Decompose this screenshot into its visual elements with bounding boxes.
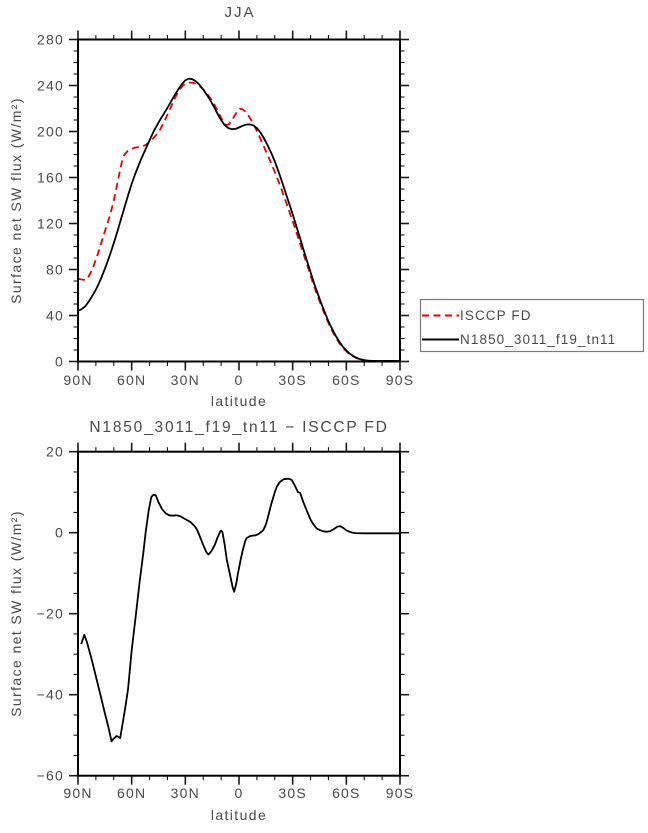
series-line-isccp-fd xyxy=(77,81,400,363)
y-tick-label: 0 xyxy=(55,354,64,370)
top-chart-y-axis-label: Surface net SW flux (W/m²) xyxy=(8,97,24,304)
bottom-chart-y-axis-label: Surface net SW flux (W/m²) xyxy=(8,510,24,717)
legend-label-isccp-fd: ISCCP FD xyxy=(460,308,532,323)
y-tick-label: 80 xyxy=(46,262,64,278)
y-tick-label: 160 xyxy=(37,170,64,186)
bottom-chart: N1850_3011_f19_tn11 − ISCCP FD 90N 60N 30N… xyxy=(8,419,415,823)
top-chart-x-axis-label: latitude xyxy=(211,393,267,409)
y-tick-label: 40 xyxy=(46,308,64,324)
y-tick-label: 0 xyxy=(55,525,64,541)
x-tick-label: 90N xyxy=(63,372,92,388)
x-tick-label: 60S xyxy=(332,785,361,801)
top-chart-ticks xyxy=(69,30,409,371)
y-tick-label: −40 xyxy=(37,687,64,703)
legend: ISCCP FD N1850_3011_f19_tn11 xyxy=(419,298,645,353)
bottom-chart-title: N1850_3011_f19_tn11 − ISCCP FD xyxy=(89,419,388,436)
y-tick-label: −60 xyxy=(37,768,64,784)
legend-label-model-run: N1850_3011_f19_tn11 xyxy=(460,332,616,347)
x-tick-label: 0 xyxy=(235,785,244,801)
y-tick-label: 200 xyxy=(37,124,64,140)
y-tick-label: 20 xyxy=(46,444,64,460)
x-tick-label: 60S xyxy=(332,372,361,388)
x-tick-label: 0 xyxy=(235,372,244,388)
series-line-n1850-3011-f19-tn11 xyxy=(77,77,400,362)
x-tick-label: 90S xyxy=(386,372,415,388)
y-tick-label: 120 xyxy=(37,216,64,232)
legend-box xyxy=(419,298,645,353)
top-chart: JJA 90N 60N 30N 0 30S 60S 90S 280 240 200 160 120 80… xyxy=(8,4,415,409)
bottom-chart-plot-frame xyxy=(77,450,401,777)
bottom-chart-series-lines xyxy=(80,477,400,743)
x-tick-label: 30S xyxy=(278,785,307,801)
series-line-difference xyxy=(80,477,400,743)
x-tick-label: 90S xyxy=(386,785,415,801)
y-tick-label: 280 xyxy=(37,32,64,48)
x-tick-label: 90N xyxy=(63,785,92,801)
bottom-chart-ticks xyxy=(69,442,409,785)
top-chart-series-lines xyxy=(77,77,400,363)
top-chart-plot-frame xyxy=(77,38,401,363)
top-chart-tick-labels: 90N 60N 30N 0 30S 60S 90S 280 240 200 160 120 80 40 0 xyxy=(37,32,415,389)
x-tick-label: 60N xyxy=(117,372,146,388)
x-tick-label: 60N xyxy=(117,785,146,801)
x-tick-label: 30S xyxy=(278,372,307,388)
x-tick-label: 30N xyxy=(171,372,200,388)
bottom-chart-tick-labels: 90N 60N 30N 0 30S 60S 90S 20 0 −20 −40 −60 xyxy=(37,444,415,801)
x-tick-label: 30N xyxy=(171,785,200,801)
top-chart-title: JJA xyxy=(224,4,255,21)
bottom-chart-x-axis-label: latitude xyxy=(211,807,267,823)
y-tick-label: 240 xyxy=(37,78,64,94)
y-tick-label: −20 xyxy=(37,606,64,622)
